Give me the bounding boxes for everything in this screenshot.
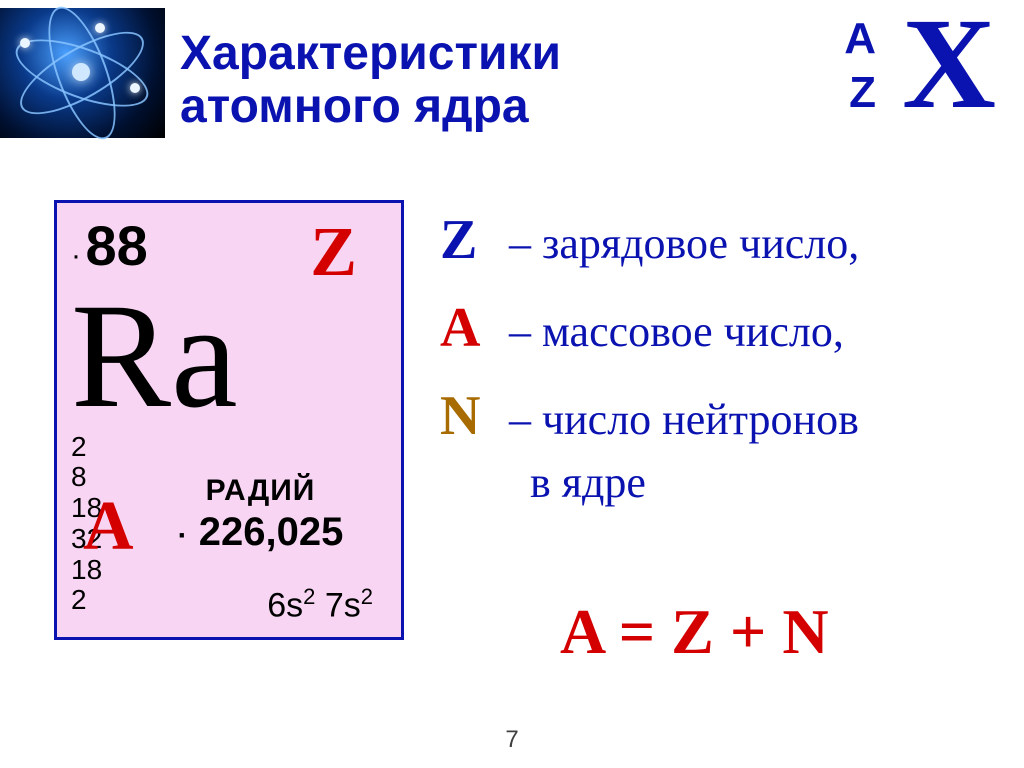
slide: Характеристики атомного ядра A Z X · 88 … [0, 0, 1024, 768]
z-pointer-label: Z [310, 213, 357, 293]
atom-image [0, 8, 165, 138]
dot-icon: · [71, 239, 81, 272]
def-a: A – массовое число, [440, 293, 1000, 363]
electron-config: 6s2 7s2 [267, 584, 373, 625]
dot-icon: · [178, 519, 188, 552]
def-z: Z – зарядовое число, [440, 205, 1000, 275]
notation-element-placeholder: X [902, 12, 996, 116]
def-a-text: – массовое число, [509, 307, 844, 356]
def-n-sub: в ядре [530, 457, 1000, 508]
page-number: 7 [0, 726, 1024, 754]
def-n: N – число нейтронов [440, 381, 1000, 451]
nuclide-notation: A Z X [902, 12, 996, 116]
definitions: Z – зарядовое число, A – массовое число,… [440, 205, 1000, 532]
title-line1: Характеристики [180, 27, 561, 80]
element-symbol: Ra [71, 285, 387, 428]
def-a-symbol: A [440, 293, 498, 363]
def-z-symbol: Z [440, 205, 498, 275]
def-n-text: – число нейтронов [509, 395, 859, 444]
slide-title: Характеристики атомного ядра [180, 28, 561, 134]
shell-value: 2 [71, 585, 126, 616]
title-line2: атомного ядра [180, 80, 529, 133]
notation-mass-label: A [844, 14, 876, 64]
def-n-symbol: N [440, 381, 498, 451]
def-z-text: – зарядовое число, [509, 219, 859, 268]
formula: A = Z + N [560, 595, 829, 669]
element-name: РАДИЙ [134, 474, 387, 508]
notation-charge-label: Z [849, 68, 876, 118]
mass-value: 226,025 [199, 510, 344, 554]
shell-value: 2 [71, 432, 126, 463]
a-pointer-label: A [83, 487, 134, 567]
atomic-mass: · 226,025 [134, 510, 387, 555]
element-box: · 88 Z Ra 2 8 18 32 18 2 РАДИЙ · 226,025 [54, 200, 404, 640]
atomic-number: 88 [85, 214, 147, 277]
